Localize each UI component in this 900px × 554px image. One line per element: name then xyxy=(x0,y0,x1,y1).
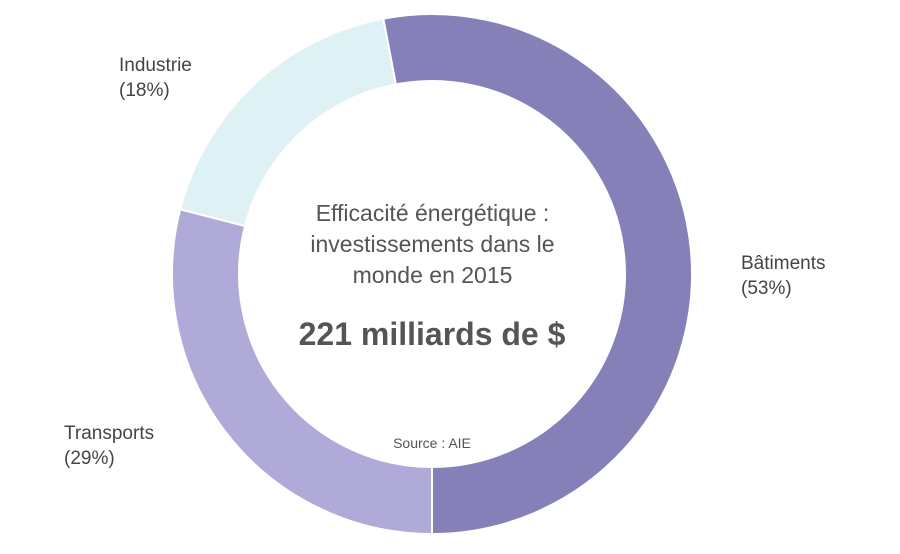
slice-label-transports-percent: (29%) xyxy=(64,448,115,469)
slice-label-industrie: Industrie (18%) xyxy=(119,53,192,103)
slice-label-batiments: Bâtiments (53%) xyxy=(741,251,825,301)
slice-transports xyxy=(171,208,433,536)
slice-label-transports: Transports (29%) xyxy=(64,421,154,471)
chart-title-line-1: Efficacité énergétique : xyxy=(315,200,550,226)
slice-batiments xyxy=(382,13,693,536)
slice-label-industrie-name: Industrie xyxy=(119,55,192,76)
chart-total: 221 milliards de $ xyxy=(298,316,566,352)
chart-title-line-2: investissements dans le xyxy=(310,231,555,257)
chart-source: Source : AIE xyxy=(393,435,471,451)
chart-title-line-3: monde en 2015 xyxy=(352,262,513,288)
slice-label-industrie-percent: (18%) xyxy=(119,80,170,101)
slice-label-batiments-name: Bâtiments xyxy=(741,253,826,274)
slice-label-batiments-percent: (53%) xyxy=(741,278,792,299)
slice-label-transports-name: Transports xyxy=(64,423,155,444)
slice-industrie xyxy=(178,17,398,228)
chart-title: Efficacité énergétique : investissements… xyxy=(255,198,610,291)
